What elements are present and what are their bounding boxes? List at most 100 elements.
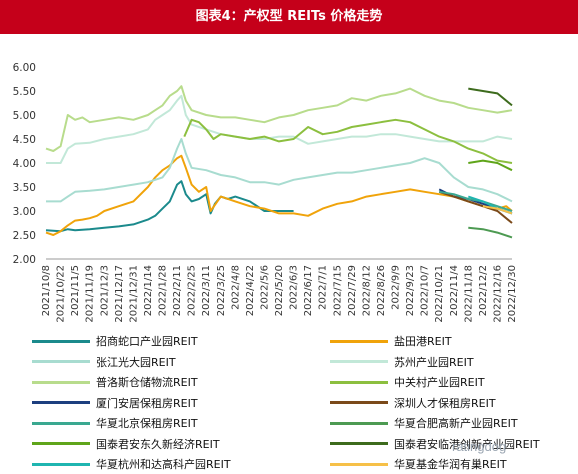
series-line-9 [468,226,513,239]
legend-swatch [32,442,90,445]
x-tick-label: 2022/3/25 [216,265,227,316]
series-line-3 [46,94,513,164]
legend-item: 国泰君安东久新经济REIT [32,434,220,454]
legend-item: 华夏基金华润有巢REIT [330,454,507,474]
x-tick-label: 2021/12/17 [114,265,125,323]
chart-title: 图表4：产权型 REITs 价格走势 [195,9,383,24]
legend-item: 张江光大园REIT [32,352,176,372]
x-tick-label: 2022/9/9 [391,265,402,310]
x-tick-label: 2022/11/4 [449,265,460,316]
x-tick-label: 2021/11/19 [85,265,96,323]
series-line-10 [468,159,513,172]
x-tick-label: 2022/12/16 [492,265,503,323]
legend-item: 普洛斯仓储物流REIT [32,372,198,392]
x-tick-label: 2022/1/14 [143,265,154,316]
x-tick-label: 2022/4/22 [245,265,256,316]
watermark: ratingdog [452,439,507,454]
x-tick-label: 2022/10/21 [434,265,445,323]
title-bar [0,0,578,34]
x-axis: 2021/10/8 2021/10/22 2021/11/5 2021/11/19 20… [41,258,518,323]
x-tick-label: 2022/10/7 [420,265,431,316]
legend-label: 中关村产业园REIT [394,376,485,389]
x-tick-label: 2022/3/11 [201,265,212,316]
y-tick-label: 2.50 [13,230,36,242]
legend-item: 华夏北京保租房REIT [32,413,198,433]
x-tick-label: 2022/7/15 [332,265,343,316]
legend-item: 深圳人才保租房REIT [330,393,496,413]
y-tick-label: 2.00 [13,254,36,266]
legend-swatch [330,421,388,425]
x-tick-label: 2022/8/26 [376,265,387,316]
y-tick-label: 6.00 [13,62,36,74]
legend-label: 厦门安居保租房REIT [96,396,198,410]
x-tick-label: 2022/5/6 [259,265,270,310]
legend-label: 国泰君安临港创新产业园REIT [394,437,540,451]
series-lines [45,85,513,239]
y-tick-label: 5.50 [13,86,36,98]
legend-item: 中关村产业园REIT [330,372,485,392]
series-line-0 [45,180,294,233]
series-line-8 [439,190,513,212]
y-tick-label: 3.00 [13,206,36,218]
series-line-13 [482,205,513,215]
series-line-4 [45,85,513,152]
legend-label: 盐田港REIT [394,335,452,348]
legend-label: 华夏基金华润有巢REIT [394,458,507,471]
series-line-1 [45,154,513,236]
x-tick-label: 2022/2/11 [172,265,183,316]
legend: 招商蛇口产业园REIT 盐田港REIT 张江光大园REIT 苏州产业园REIT 普洛斯仓… [0,328,578,474]
legend-item: 华夏合肥高新产业园REIT [330,413,518,433]
legend-swatch [32,421,90,425]
x-tick-label: 2022/12/30 [507,265,518,323]
legend-swatch [32,462,90,466]
legend-label: 招商蛇口产业园REIT [96,335,198,348]
x-tick-label: 2022/7/29 [347,265,358,316]
y-axis: 6.00 5.50 5.00 4.50 4.00 3.50 3.00 2.50 2.00 [13,62,36,266]
x-tick-label: 2021/10/8 [41,265,52,316]
legend-label: 华夏北京保租房REIT [96,417,198,430]
x-tick-label: 2022/5/20 [274,265,285,316]
legend-label: 华夏杭州和达高科产园REIT [96,458,231,471]
legend-label: 国泰君安东久新经济REIT [96,437,220,451]
legend-item: 厦门安居保租房REIT [32,393,198,413]
x-tick-label: 2022/8/12 [361,265,372,316]
line-chart: 6.00 5.50 5.00 4.50 4.00 3.50 3.00 2.50 2.00 202… [13,62,518,323]
x-tick-label: 2022/7/1 [318,265,329,310]
legend-label: 深圳人才保租房REIT [394,396,496,410]
legend-swatch [330,442,388,445]
legend-swatch [330,339,388,343]
legend-item: 苏州产业园REIT [330,352,474,372]
legend-label: 普洛斯仓储物流REIT [96,376,198,389]
x-tick-label: 2022/1/28 [158,265,169,316]
legend-swatch [330,360,388,363]
legend-item: 盐田港REIT [330,331,452,351]
legend-swatch [330,401,388,404]
legend-swatch [32,339,90,343]
x-tick-label: 2021/12/31 [128,265,139,323]
series-line-5 [183,118,513,164]
legend-swatch [32,380,90,384]
legend-item: 华夏杭州和达高科产园REIT [32,454,231,474]
x-tick-label: 2022/6/3 [289,265,300,310]
legend-item: 招商蛇口产业园REIT [32,331,198,351]
x-tick-label: 2021/11/5 [70,265,81,316]
x-tick-label: 2021/10/22 [56,265,67,323]
y-tick-label: 4.00 [13,158,36,170]
legend-swatch [330,462,388,466]
series-line-7 [438,190,513,224]
series-line-11 [468,87,513,107]
legend-label: 苏州产业园REIT [394,355,474,369]
legend-swatch [330,380,388,384]
x-tick-label: 2022/4/8 [230,265,241,310]
y-tick-label: 4.50 [13,134,36,146]
y-tick-label: 5.00 [13,110,36,122]
legend-label: 华夏合肥高新产业园REIT [394,417,518,430]
legend-swatch [32,360,90,363]
series-line-2 [46,138,513,203]
x-tick-label: 2022/6/17 [303,265,314,316]
x-tick-label: 2022/9/23 [405,265,416,316]
legend-label: 张江光大园REIT [96,355,176,369]
x-tick-label: 2021/12/3 [99,265,110,316]
legend-item: 国泰君安临港创新产业园REIT [330,434,540,454]
y-tick-label: 3.50 [13,182,36,194]
